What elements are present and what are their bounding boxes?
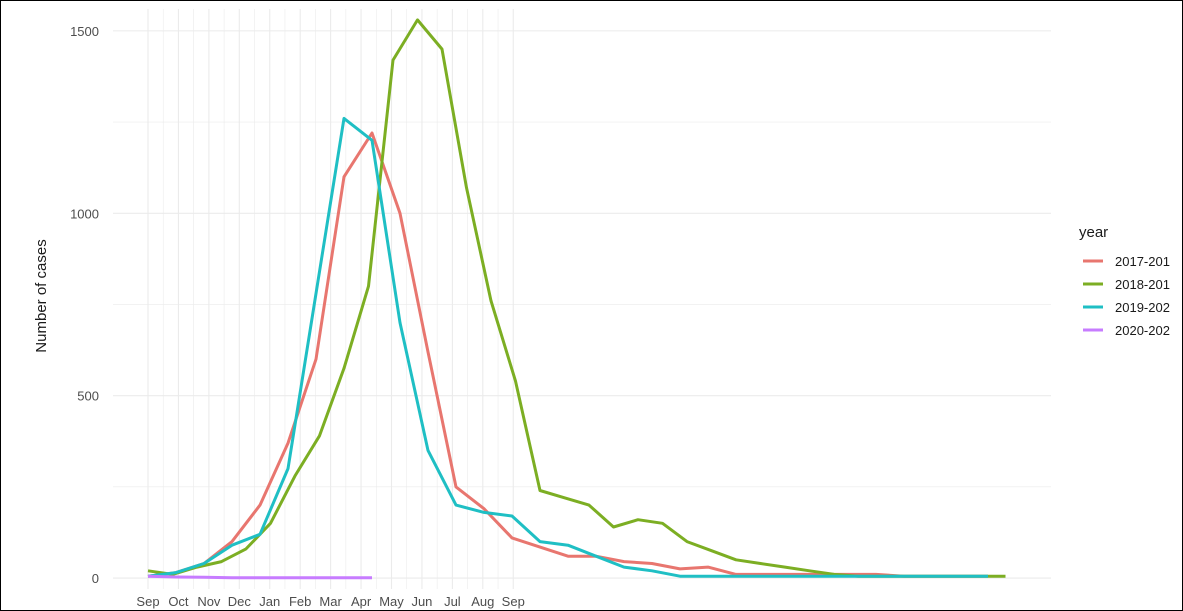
x-axis-ticks: Sep Oct Nov Dec Jan Feb Mar Apr May Jun Jul Aug Sep <box>136 594 524 609</box>
legend: year 2017-201 2018-201 2019-202 2020-202 <box>1079 224 1170 338</box>
x-tick-label: Sep <box>136 594 159 609</box>
x-tick-label: May <box>379 594 404 609</box>
x-tick-label: Feb <box>289 594 311 609</box>
legend-items: 2017-201 2018-201 2019-202 2020-202 <box>1083 254 1170 338</box>
x-tick-label: Jul <box>444 594 461 609</box>
series-line-2020-2021 <box>147 574 372 580</box>
series-line-2017-2018 <box>147 131 988 578</box>
legend-label: 2019-202 <box>1115 300 1170 315</box>
x-tick-label: Sep <box>502 594 525 609</box>
major-gridlines <box>113 9 1051 589</box>
x-tick-label: Mar <box>319 594 342 609</box>
x-tick-label: Jun <box>411 594 432 609</box>
x-tick-label: Dec <box>228 594 252 609</box>
y-axis-ticks: 0 500 1000 1500 <box>70 24 99 586</box>
x-tick-label: Nov <box>197 594 221 609</box>
legend-label: 2017-201 <box>1115 254 1170 269</box>
y-tick-label: 500 <box>77 389 99 404</box>
series-line-2019-2020 <box>147 116 988 578</box>
y-tick-label: 1000 <box>70 206 99 221</box>
y-axis-title: Number of cases <box>33 239 50 352</box>
x-tick-label: Jan <box>259 594 280 609</box>
x-tick-label: Oct <box>168 594 189 609</box>
legend-label: 2020-202 <box>1115 323 1170 338</box>
x-tick-label: Apr <box>351 594 372 609</box>
series-lines <box>147 18 1006 580</box>
x-tick-label: Aug <box>471 594 494 609</box>
y-tick-label: 0 <box>92 571 99 586</box>
legend-label: 2018-201 <box>1115 277 1170 292</box>
legend-title: year <box>1079 224 1108 241</box>
y-tick-label: 1500 <box>70 24 99 39</box>
